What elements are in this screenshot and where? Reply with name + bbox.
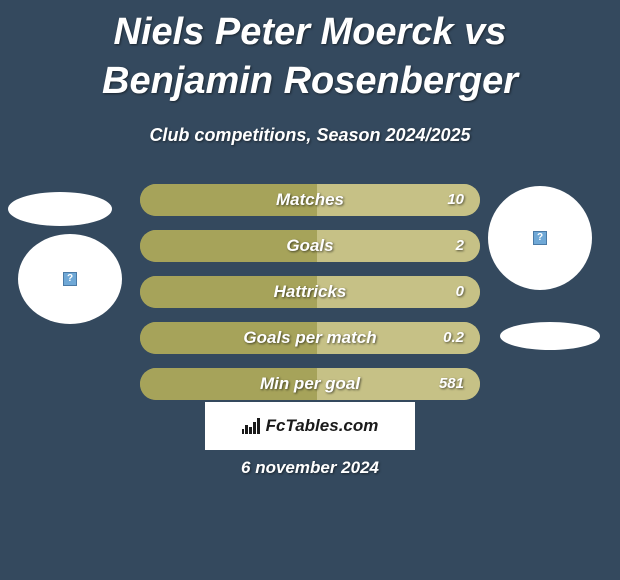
stat-bar: Min per goal 581 — [140, 368, 480, 400]
stat-label: Goals per match — [140, 322, 480, 354]
page-title: Niels Peter Moerck vs Benjamin Rosenberg… — [0, 0, 620, 107]
image-placeholder-icon: ? — [533, 231, 547, 245]
stat-value: 0.2 — [443, 322, 464, 354]
left-shadow-ellipse — [8, 192, 112, 226]
stat-bar: Goals 2 — [140, 230, 480, 262]
stat-value: 0 — [456, 276, 464, 308]
image-placeholder-icon: ? — [63, 272, 77, 286]
subtitle: Club competitions, Season 2024/2025 — [0, 125, 620, 146]
stat-label: Goals — [140, 230, 480, 262]
stat-value: 581 — [439, 368, 464, 400]
stat-label: Min per goal — [140, 368, 480, 400]
stat-bar: Hattricks 0 — [140, 276, 480, 308]
bar-chart-icon — [242, 418, 260, 434]
date-label: 6 november 2024 — [0, 458, 620, 478]
right-shadow-ellipse — [500, 322, 600, 350]
stat-value: 2 — [456, 230, 464, 262]
right-player-avatar: ? — [488, 186, 592, 290]
left-player-avatar: ? — [18, 234, 122, 324]
fctables-logo[interactable]: FcTables.com — [205, 402, 415, 450]
stat-label: Matches — [140, 184, 480, 216]
stat-bar: Goals per match 0.2 — [140, 322, 480, 354]
stat-label: Hattricks — [140, 276, 480, 308]
logo-text: FcTables.com — [266, 416, 379, 436]
stat-bar: Matches 10 — [140, 184, 480, 216]
stat-area: ? ? Matches 10 Goals 2 Hattricks 0 Goals… — [0, 184, 620, 414]
stat-value: 10 — [447, 184, 464, 216]
stat-bars: Matches 10 Goals 2 Hattricks 0 Goals per… — [140, 184, 480, 400]
